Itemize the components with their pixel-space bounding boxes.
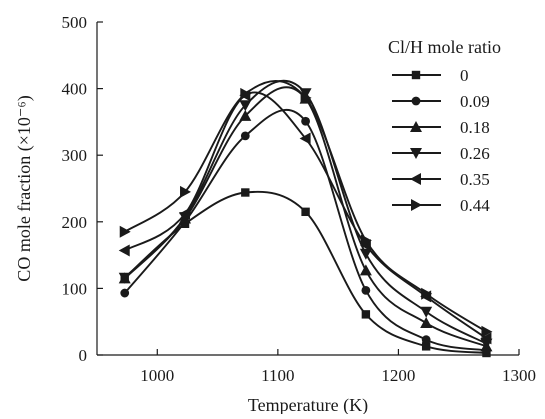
y-tick-label: 300 [62, 146, 88, 165]
data-point-triangle-down [420, 306, 433, 318]
legend-item: 0.09 [392, 92, 490, 111]
x-tick-label: 1200 [381, 366, 415, 385]
data-point-triangle-right [300, 91, 312, 104]
data-point-triangle-up [239, 109, 252, 121]
data-point-square [421, 342, 431, 351]
data-point-circle [120, 288, 130, 298]
data-point-triangle-left [118, 244, 130, 257]
y-tick-label: 100 [62, 279, 88, 298]
data-point-triangle-right [119, 225, 131, 238]
legend-item: 0.35 [392, 170, 490, 189]
data-point-circle [301, 116, 310, 126]
legend-marker-square [411, 70, 421, 80]
y-tick-label: 400 [62, 80, 88, 99]
data-point-triangle-left [179, 207, 191, 220]
y-tick-label: 0 [79, 346, 88, 365]
series-group [118, 79, 493, 358]
data-point-circle [361, 285, 371, 295]
legend-label: 0.18 [460, 118, 490, 137]
data-point-triangle-up [359, 264, 372, 276]
x-tick-label: 1000 [140, 366, 174, 385]
data-point-square [301, 207, 310, 217]
legend-item: 0.26 [392, 144, 490, 163]
legend: Cl/H mole ratio 0 0.09 0.18 0.26 0.35 0.44 [388, 37, 501, 215]
x-axis-title: Temperature (K) [248, 395, 368, 414]
data-point-square [241, 188, 250, 197]
legend-label: 0.09 [460, 92, 490, 111]
axes: 0 100 200 300 400 500 1000 1100 1200 1300 Temperat… [14, 13, 536, 416]
series-0-44 [119, 80, 493, 338]
legend-label: 0 [460, 66, 469, 85]
data-point-triangle-right [481, 325, 493, 338]
legend-marker-triangle-up [410, 121, 422, 132]
data-point-triangle-right [240, 87, 252, 100]
data-point-triangle-left [480, 332, 492, 345]
x-tick-label: 1300 [502, 366, 536, 385]
data-point-triangle-right [360, 234, 372, 247]
legend-label: 0.35 [460, 170, 490, 189]
data-point-triangle-left [299, 132, 311, 145]
series-line [124, 108, 487, 352]
data-point-triangle-right [180, 185, 192, 198]
legend-item: 0.44 [392, 196, 490, 215]
data-point-triangle-down [359, 248, 372, 260]
legend-marker-triangle-down [410, 148, 422, 159]
data-point-circle [240, 131, 250, 141]
series-0 [120, 188, 491, 358]
legend-marker-circle [411, 96, 421, 106]
legend-marker-triangle-right [411, 199, 422, 211]
legend-title: Cl/H mole ratio [388, 37, 501, 57]
legend-label: 0.44 [460, 196, 490, 215]
data-point-circle [421, 335, 431, 345]
data-point-triangle-down [118, 272, 131, 284]
y-tick-label: 500 [62, 13, 88, 32]
data-point-square [361, 310, 371, 319]
data-point-triangle-up [420, 317, 433, 329]
legend-item: 0.18 [392, 118, 490, 137]
legend-label: 0.26 [460, 144, 490, 163]
y-tick-label: 200 [62, 213, 88, 232]
y-axis-title: CO mole fraction (×10⁻⁶) [14, 95, 35, 281]
legend-marker-triangle-left [410, 173, 421, 185]
data-point-triangle-right [421, 287, 433, 300]
legend-item: 0 [392, 66, 469, 85]
data-point-triangle-down [239, 100, 252, 112]
data-point-triangle-down [299, 88, 312, 100]
x-tick-label: 1100 [261, 366, 294, 385]
